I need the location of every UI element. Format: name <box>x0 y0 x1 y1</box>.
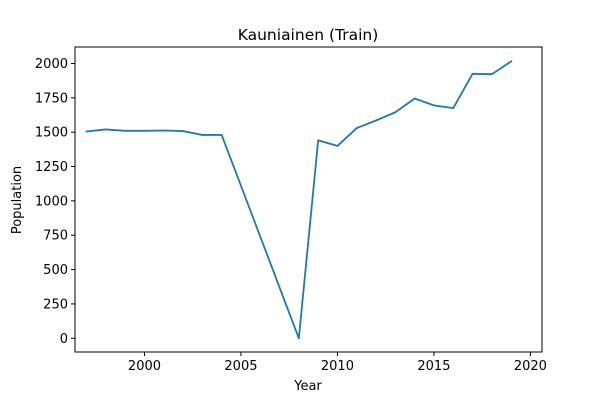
data-point <box>220 134 223 136</box>
y-tick-label: 0 <box>60 332 68 347</box>
data-point <box>375 119 377 122</box>
y-tick-label: 1750 <box>35 91 68 106</box>
x-tick-label: 2010 <box>321 359 354 374</box>
data-point <box>201 134 204 136</box>
y-tick-label: 1000 <box>35 194 68 209</box>
data-point <box>85 130 88 133</box>
y-tick-label: 2000 <box>35 57 68 72</box>
x-tick-label: 2005 <box>224 359 257 374</box>
data-point <box>452 107 455 110</box>
y-tick-label: 1500 <box>35 126 68 141</box>
data-point <box>510 60 513 63</box>
data-point <box>413 97 416 100</box>
data-point <box>143 129 146 132</box>
x-axis-label: Year <box>293 379 322 394</box>
y-tick-label: 250 <box>43 297 68 312</box>
y-tick-label: 1250 <box>35 160 68 175</box>
series-group <box>85 60 513 340</box>
axis-ticks: 2000 2005 2010 2015 2020 0 250 500 750 1000 1250 15… <box>35 57 547 374</box>
y-tick-label: 750 <box>43 229 68 244</box>
plot-frame <box>74 46 543 353</box>
data-point <box>182 130 184 132</box>
series-line <box>85 60 513 340</box>
data-point <box>433 104 435 107</box>
x-tick-label: 2020 <box>514 359 547 374</box>
data-point <box>490 73 493 76</box>
data-point <box>124 129 127 132</box>
chart-title: Kauniainen (Train) <box>238 26 379 44</box>
data-point <box>162 129 165 132</box>
y-tick-label: 500 <box>43 263 68 278</box>
data-point <box>317 139 320 142</box>
data-point <box>336 145 339 147</box>
data-point <box>297 337 300 340</box>
data-point <box>355 127 358 129</box>
y-axis-label: Population <box>10 166 25 234</box>
data-point <box>471 72 474 75</box>
data-point <box>394 111 397 114</box>
x-tick-label: 2015 <box>417 359 450 374</box>
x-tick-label: 2000 <box>128 359 161 374</box>
data-point <box>104 128 107 131</box>
